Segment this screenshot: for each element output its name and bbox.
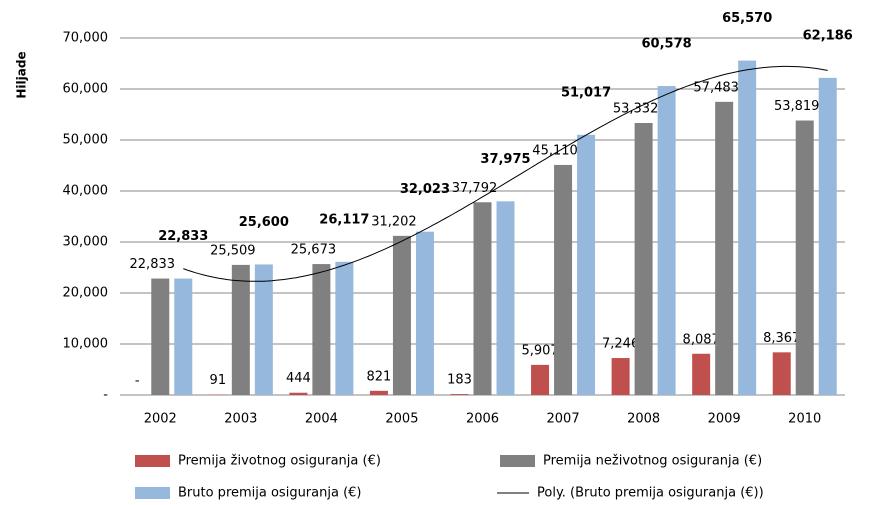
trendline <box>183 65 828 282</box>
data-label: 31,202 <box>371 214 417 229</box>
legend-label: Bruto premija osiguranja (€) <box>178 486 362 501</box>
bar <box>577 134 596 395</box>
x-tick-label: 2010 <box>788 412 821 427</box>
data-label: 37,792 <box>452 181 498 196</box>
bar <box>415 231 434 395</box>
bar <box>369 390 388 395</box>
data-label: 821 <box>367 369 392 384</box>
bar <box>531 364 550 395</box>
bar <box>554 164 573 395</box>
x-tick-label: 2007 <box>547 412 580 427</box>
y-tick-label: 60,000 <box>63 82 109 97</box>
y-tick-label: 10,000 <box>63 337 109 352</box>
data-label: 65,570 <box>722 11 772 26</box>
data-label: 444 <box>286 371 311 386</box>
data-label: 45,110 <box>532 143 578 158</box>
data-label: 26,117 <box>319 212 369 227</box>
data-label: 183 <box>447 373 472 388</box>
data-label: 25,509 <box>210 243 256 258</box>
data-label: - <box>135 374 140 389</box>
data-label: 22,833 <box>130 257 176 272</box>
bar <box>772 352 791 395</box>
bar <box>335 261 354 395</box>
bar <box>611 358 630 395</box>
bar <box>392 235 411 395</box>
bar <box>151 278 170 395</box>
legend-swatch <box>500 455 535 467</box>
bar <box>254 264 273 395</box>
x-tick-label: 2003 <box>224 412 257 427</box>
x-tick-label: 2002 <box>144 412 177 427</box>
bar <box>715 101 734 395</box>
legend-label: Premija životnog osiguranja (€) <box>178 454 381 469</box>
data-label: 60,578 <box>642 37 692 52</box>
data-label: 8,087 <box>683 332 720 347</box>
y-tick-label: - <box>103 388 108 403</box>
data-label: 25,600 <box>239 215 289 230</box>
bar <box>312 264 331 395</box>
x-tick-label: 2009 <box>708 412 741 427</box>
data-label: 7,246 <box>602 337 639 352</box>
x-tick-label: 2006 <box>466 412 499 427</box>
data-label: 37,975 <box>480 152 530 167</box>
bar <box>289 392 308 395</box>
legend-swatch <box>135 487 170 499</box>
y-tick-label: 30,000 <box>63 235 109 250</box>
y-tick-label: 40,000 <box>63 184 109 199</box>
y-tick-label: 50,000 <box>63 133 109 148</box>
data-label: 91 <box>210 373 227 388</box>
legend-swatch <box>135 455 170 467</box>
bar <box>657 86 676 396</box>
bar <box>692 353 711 395</box>
bar <box>496 201 515 395</box>
bar <box>818 77 837 395</box>
y-tick-label: 20,000 <box>63 286 109 301</box>
data-label: 22,833 <box>158 229 208 244</box>
y-tick-label: 70,000 <box>63 31 109 46</box>
y-axis-label: Hiljade <box>15 51 29 98</box>
legend-label: Premija neživotnog osiguranja (€) <box>543 454 762 469</box>
data-label: 57,483 <box>693 80 739 95</box>
data-label: 51,017 <box>561 85 611 100</box>
bar <box>738 60 757 396</box>
x-tick-label: 2005 <box>385 412 418 427</box>
bar <box>473 202 492 395</box>
data-label: 32,023 <box>400 182 450 197</box>
x-tick-label: 2004 <box>305 412 338 427</box>
data-label: 8,367 <box>763 331 800 346</box>
data-label: 5,907 <box>521 343 558 358</box>
legend-label: Poly. (Bruto premija osiguranja (€)) <box>537 486 764 501</box>
bar <box>795 120 814 395</box>
bar <box>450 394 469 395</box>
bar <box>174 278 193 395</box>
bar <box>634 123 653 395</box>
x-tick-label: 2008 <box>627 412 660 427</box>
data-label: 25,673 <box>291 243 337 258</box>
data-label: 62,186 <box>803 28 853 43</box>
data-label: 53,819 <box>774 99 820 114</box>
bar <box>231 264 250 395</box>
